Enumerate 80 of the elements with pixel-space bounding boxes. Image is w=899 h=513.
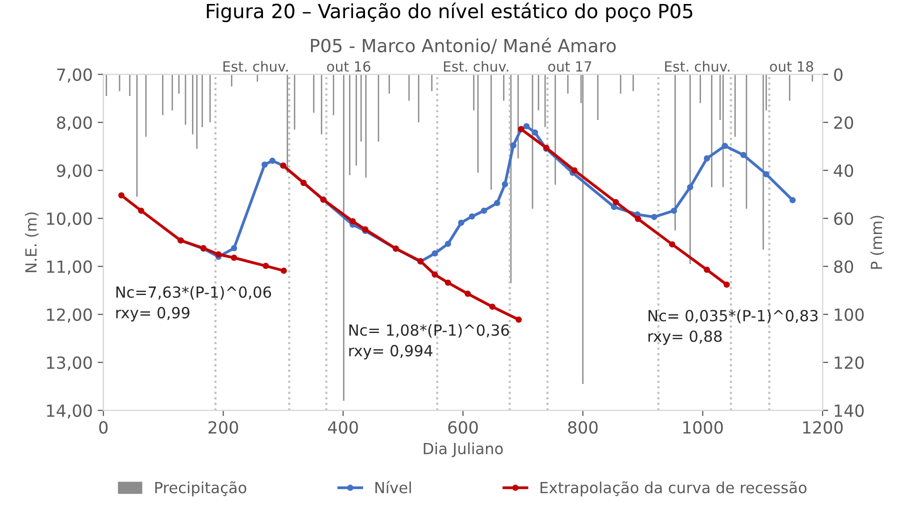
x-tick-label: 400: [328, 421, 358, 434]
y2-tick-label: 20: [834, 116, 854, 129]
ref-line-label: out 18: [770, 61, 814, 72]
point: [494, 200, 500, 206]
annotation: Nc= 0,035*(P-1)^0,83 rxy= 0,88: [648, 310, 818, 345]
y-tick-label: 13,00: [47, 356, 92, 371]
x-tick-label: 200: [208, 421, 238, 434]
point: [502, 181, 508, 188]
ref-line-label: out 16: [327, 61, 370, 72]
point: [763, 171, 770, 178]
point: [740, 152, 747, 158]
ref-line-label: Est. chuv.: [444, 60, 508, 72]
point: [610, 204, 618, 210]
point: [432, 271, 438, 278]
point: [722, 142, 728, 150]
y-tick-label: 9,00: [56, 164, 92, 179]
y2-tick-label: 140: [834, 404, 864, 417]
point: [432, 250, 438, 257]
point: [532, 129, 538, 136]
point: [510, 142, 516, 149]
point: [261, 162, 268, 168]
point: [489, 304, 496, 310]
x-tick-label: 800: [568, 421, 598, 434]
point: [634, 216, 642, 222]
point: [262, 262, 269, 270]
y-tick-label: 10,00: [47, 212, 92, 227]
y-tick-label: 14,00: [47, 404, 92, 419]
point: [350, 218, 356, 224]
point: [444, 240, 452, 247]
point: [704, 266, 710, 273]
point: [516, 316, 522, 323]
point: [612, 198, 619, 206]
x-axis-title: Dia Juliano: [424, 442, 503, 458]
legend-label: Precipitação: [155, 481, 246, 496]
y-tick-label: 12,00: [47, 308, 92, 323]
point: [651, 214, 658, 220]
point: [523, 123, 530, 130]
y2-tick-label: 0: [834, 68, 842, 81]
annotation: Nc=7,63*(P-1)^0,06 rxy= 0,99: [116, 286, 272, 322]
point: [571, 167, 578, 174]
y-tick-label: 7,00: [57, 68, 92, 83]
point: [138, 208, 144, 214]
ref-line-label: out 17: [548, 61, 592, 72]
legend-label: Nível: [375, 480, 411, 494]
x-tick-label: 600: [448, 421, 478, 434]
point: [118, 192, 124, 198]
x-tick-label: 1200: [803, 421, 843, 434]
chart-title: P05 - Marco Antonio/ Mané Amaro: [311, 38, 616, 54]
y2-tick-label: 60: [834, 212, 854, 225]
point: [724, 282, 730, 288]
point: [458, 220, 464, 226]
point: [215, 251, 222, 258]
point: [670, 208, 678, 214]
legend-label: Extrapolação da curva de recessão: [540, 481, 806, 496]
y2-axis-title: P (mm): [870, 216, 884, 269]
point: [789, 197, 796, 204]
y2-tick-label: 80: [834, 260, 854, 273]
point: [269, 158, 276, 164]
point: [704, 155, 710, 162]
point: [464, 290, 471, 297]
point: [444, 280, 452, 286]
point: [468, 213, 476, 220]
point: [230, 254, 238, 261]
point: [687, 184, 694, 190]
point: [480, 208, 488, 214]
y-tick-label: 11,00: [47, 260, 92, 275]
ref-line-label: Est. chuv.: [665, 60, 730, 72]
annotation: Nc= 1,08*(P-1)^0,36 rxy= 0,994: [349, 324, 509, 360]
y2-tick-label: 100: [834, 308, 864, 321]
x-tick-label: 0: [99, 421, 108, 434]
y2-tick-label: 120: [834, 356, 864, 369]
point: [669, 241, 676, 248]
point: [280, 268, 287, 274]
x-tick-label: 1000: [683, 421, 723, 434]
text: Figura 20 – Variação do nível estático do poço P05: [206, 2, 692, 22]
y2-tick-label: 40: [834, 164, 854, 177]
y-tick-label: 8,00: [56, 116, 92, 131]
point: [230, 245, 238, 252]
y-axis-title: N.E. (m): [24, 212, 39, 272]
ref-line-label: Est. chuv.: [223, 60, 288, 72]
